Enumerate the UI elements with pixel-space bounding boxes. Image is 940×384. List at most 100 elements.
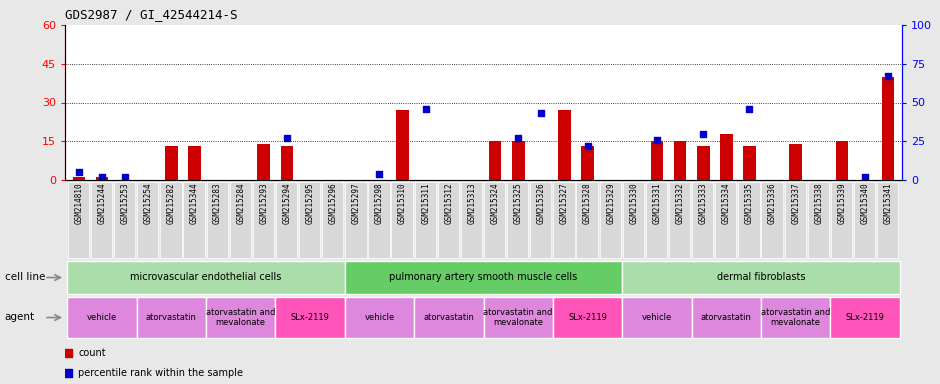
Text: microvascular endothelial cells: microvascular endothelial cells	[131, 273, 282, 283]
Bar	[96, 177, 108, 180]
FancyBboxPatch shape	[576, 182, 598, 258]
Bar	[743, 146, 756, 180]
FancyBboxPatch shape	[484, 182, 505, 258]
FancyBboxPatch shape	[622, 262, 900, 294]
Text: GSM215328: GSM215328	[583, 182, 592, 224]
Text: SLx-2119: SLx-2119	[290, 313, 330, 322]
Text: GSM215327: GSM215327	[560, 182, 569, 224]
FancyBboxPatch shape	[136, 297, 206, 338]
FancyBboxPatch shape	[785, 182, 806, 258]
FancyBboxPatch shape	[461, 182, 482, 258]
Point	[696, 131, 711, 137]
Text: atorvastatin: atorvastatin	[146, 313, 196, 322]
Point	[256, 259, 271, 265]
Bar	[581, 146, 594, 180]
FancyBboxPatch shape	[530, 182, 552, 258]
FancyBboxPatch shape	[91, 182, 112, 258]
Text: GSM215296: GSM215296	[329, 182, 337, 224]
FancyBboxPatch shape	[160, 182, 181, 258]
Text: vehicle: vehicle	[365, 313, 395, 322]
Text: GSM215340: GSM215340	[860, 182, 870, 224]
Text: SLx-2119: SLx-2119	[568, 313, 607, 322]
Text: GSM215294: GSM215294	[282, 182, 291, 224]
Text: GSM215334: GSM215334	[722, 182, 730, 224]
Text: GDS2987 / GI_42544214-S: GDS2987 / GI_42544214-S	[65, 8, 238, 21]
FancyBboxPatch shape	[253, 182, 274, 258]
Bar	[188, 146, 201, 180]
Text: vehicle: vehicle	[642, 313, 672, 322]
FancyBboxPatch shape	[622, 182, 644, 258]
FancyBboxPatch shape	[807, 182, 829, 258]
FancyBboxPatch shape	[368, 182, 389, 258]
FancyBboxPatch shape	[761, 297, 830, 338]
Point	[742, 106, 757, 112]
FancyBboxPatch shape	[877, 182, 899, 258]
FancyBboxPatch shape	[68, 262, 345, 294]
FancyBboxPatch shape	[553, 297, 622, 338]
Text: GSM214810: GSM214810	[74, 182, 84, 224]
Point	[256, 79, 271, 85]
Point	[95, 174, 110, 180]
Point	[71, 169, 86, 175]
FancyBboxPatch shape	[415, 297, 483, 338]
Text: atorvastatin and
mevalonate: atorvastatin and mevalonate	[761, 308, 830, 327]
Point	[881, 73, 896, 79]
Bar	[165, 146, 178, 180]
Text: GSM215253: GSM215253	[120, 182, 130, 224]
Text: GSM215295: GSM215295	[306, 182, 315, 224]
FancyBboxPatch shape	[438, 182, 459, 258]
FancyBboxPatch shape	[854, 182, 875, 258]
Bar	[258, 144, 270, 180]
Text: GSM215336: GSM215336	[768, 182, 777, 224]
FancyBboxPatch shape	[114, 182, 135, 258]
Text: GSM215338: GSM215338	[814, 182, 823, 224]
Point	[279, 135, 294, 141]
FancyBboxPatch shape	[137, 182, 159, 258]
Point	[580, 143, 595, 149]
Point	[418, 106, 433, 112]
Text: GSM215332: GSM215332	[676, 182, 684, 224]
Text: GSM215313: GSM215313	[467, 182, 477, 224]
Text: GSM215312: GSM215312	[445, 182, 453, 224]
Bar	[836, 141, 848, 180]
FancyBboxPatch shape	[622, 297, 692, 338]
Text: atorvastatin and
mevalonate: atorvastatin and mevalonate	[206, 308, 275, 327]
Bar	[397, 110, 409, 180]
Text: cell line: cell line	[5, 273, 45, 283]
Point	[534, 110, 549, 116]
FancyBboxPatch shape	[183, 182, 205, 258]
FancyBboxPatch shape	[68, 182, 89, 258]
FancyBboxPatch shape	[692, 297, 761, 338]
Bar	[72, 177, 86, 180]
Text: dermal fibroblasts: dermal fibroblasts	[716, 273, 806, 283]
FancyBboxPatch shape	[345, 262, 622, 294]
Point	[857, 174, 872, 180]
Text: GSM215337: GSM215337	[791, 182, 800, 224]
FancyBboxPatch shape	[669, 182, 690, 258]
Text: GSM215310: GSM215310	[398, 182, 407, 224]
Point	[118, 174, 133, 180]
Text: GSM215298: GSM215298	[375, 182, 384, 224]
Text: GSM215282: GSM215282	[167, 182, 176, 224]
FancyBboxPatch shape	[761, 182, 783, 258]
Bar	[882, 77, 895, 180]
Text: GSM215297: GSM215297	[352, 182, 361, 224]
Text: GSM215325: GSM215325	[513, 182, 523, 224]
Bar	[558, 110, 571, 180]
FancyBboxPatch shape	[299, 182, 321, 258]
Text: GSM215341: GSM215341	[884, 182, 893, 224]
Bar	[720, 134, 732, 180]
Text: GSM215339: GSM215339	[838, 182, 846, 224]
Bar	[790, 144, 802, 180]
Text: GSM215329: GSM215329	[606, 182, 615, 224]
Text: GSM215244: GSM215244	[98, 182, 106, 224]
Bar	[650, 141, 664, 180]
Text: SLx-2119: SLx-2119	[846, 313, 885, 322]
FancyBboxPatch shape	[415, 182, 436, 258]
FancyBboxPatch shape	[646, 182, 667, 258]
Point	[372, 171, 387, 177]
FancyBboxPatch shape	[554, 182, 574, 258]
Text: GSM215331: GSM215331	[652, 182, 662, 224]
Text: GSM215335: GSM215335	[744, 182, 754, 224]
FancyBboxPatch shape	[692, 182, 713, 258]
